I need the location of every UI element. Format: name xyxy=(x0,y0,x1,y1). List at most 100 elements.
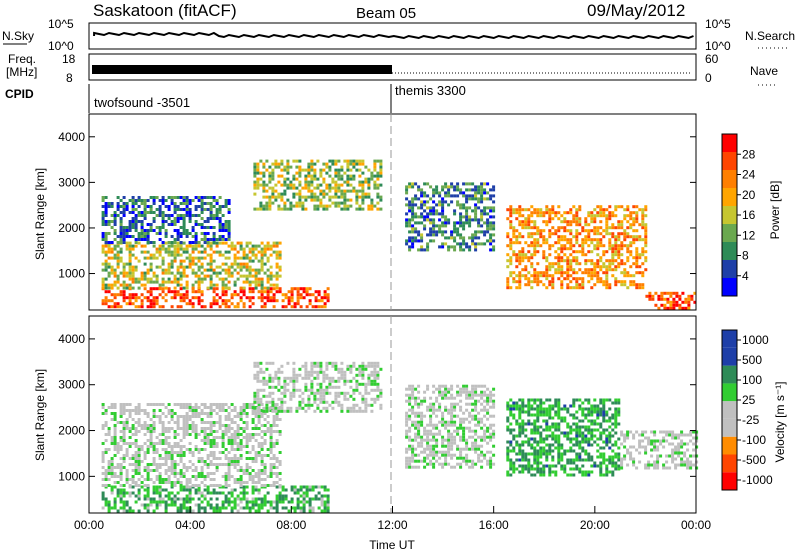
heatmap-cell xyxy=(492,224,496,228)
heatmap-cell xyxy=(146,494,150,498)
heatmap-cell xyxy=(307,370,311,374)
heatmap-cell xyxy=(137,199,141,202)
heatmap-cell xyxy=(379,388,383,392)
heatmap-cell xyxy=(265,189,269,193)
heatmap-cell xyxy=(518,434,522,438)
heatmap-cell xyxy=(441,215,445,219)
heatmap-cell xyxy=(209,302,213,306)
heatmap-cell xyxy=(361,159,365,163)
heatmap-cell xyxy=(323,485,327,489)
heatmap-cell xyxy=(251,290,255,294)
heatmap-cell xyxy=(197,302,201,306)
heatmap-cell xyxy=(518,205,522,209)
heatmap-cell xyxy=(149,293,153,297)
heatmap-cell xyxy=(265,400,269,404)
heatmap-cell xyxy=(548,262,552,266)
heatmap-cell xyxy=(663,297,667,301)
heatmap-cell xyxy=(346,189,350,193)
heatmap-cell xyxy=(340,183,344,187)
heatmap-cell xyxy=(337,183,341,187)
heatmap-cell xyxy=(107,262,111,266)
heatmap-cell xyxy=(203,463,207,466)
heatmap-cell xyxy=(587,235,591,239)
heatmap-cell xyxy=(176,220,180,223)
heatmap-cell xyxy=(125,232,129,235)
heatmap-cell xyxy=(364,195,368,199)
heatmap-cell xyxy=(307,180,311,184)
heatmap-cell xyxy=(411,390,415,394)
heatmap-cell xyxy=(444,408,448,412)
heatmap-cell xyxy=(566,262,570,266)
heatmap-cell xyxy=(489,224,493,228)
heatmap-cell xyxy=(152,457,156,460)
heatmap-cell xyxy=(468,429,472,433)
heatmap-cell xyxy=(358,207,362,211)
heatmap-cell xyxy=(257,442,261,445)
heatmap-cell xyxy=(376,376,380,380)
heatmap-cell xyxy=(340,192,344,196)
heatmap-cell xyxy=(263,442,267,445)
heatmap-cell xyxy=(307,388,311,392)
heatmap-cell xyxy=(188,403,192,406)
heatmap-cell xyxy=(113,427,117,430)
heatmap-cell xyxy=(444,185,448,189)
heatmap-cell xyxy=(557,271,561,275)
heatmap-cell xyxy=(206,472,210,475)
heatmap-cell xyxy=(260,430,264,433)
heatmap-cell xyxy=(554,271,558,275)
heatmap-cell xyxy=(113,232,117,235)
heatmap-cell xyxy=(530,244,534,248)
heatmap-cell xyxy=(337,400,341,404)
heatmap-cell xyxy=(453,396,457,400)
heatmap-cell xyxy=(551,262,555,266)
heatmap-cell xyxy=(254,244,258,248)
heatmap-cell xyxy=(161,290,165,294)
heatmap-cell xyxy=(170,259,174,263)
heatmap-cell xyxy=(161,262,165,266)
heatmap-cell xyxy=(269,299,273,303)
heatmap-cell xyxy=(326,287,330,291)
heatmap-cell xyxy=(444,456,448,460)
heatmap-cell xyxy=(260,265,264,269)
heatmap-cell xyxy=(194,415,198,418)
heatmap-cell xyxy=(236,427,240,430)
heatmap-cell xyxy=(113,485,117,489)
freq-unit-label: [MHz] xyxy=(6,65,37,79)
heatmap-cell xyxy=(116,421,120,424)
heatmap-cell xyxy=(468,411,472,415)
heatmap-cell xyxy=(483,423,487,427)
heatmap-cell xyxy=(188,299,192,303)
heatmap-cell xyxy=(179,241,183,244)
heatmap-cell xyxy=(575,250,579,254)
heatmap-cell xyxy=(581,277,585,281)
heatmap-cell xyxy=(575,223,579,227)
heatmap-cell xyxy=(295,201,299,205)
heatmap-cell xyxy=(248,478,252,481)
heatmap-cell xyxy=(408,426,412,430)
heatmap-cell xyxy=(417,453,421,457)
heatmap-cell xyxy=(197,265,201,269)
heatmap-cell xyxy=(200,238,204,241)
heatmap-cell xyxy=(298,403,302,407)
heatmap-cell xyxy=(179,503,183,507)
heatmap-cell xyxy=(506,244,510,248)
heatmap-cell xyxy=(432,411,436,415)
heatmap-cell xyxy=(125,454,129,457)
heatmap-cell xyxy=(405,399,409,403)
heatmap-cell xyxy=(290,506,294,510)
heatmap-cell xyxy=(590,271,594,275)
heatmap-cell xyxy=(119,283,123,287)
heatmap-cell xyxy=(137,457,141,460)
heatmap-cell xyxy=(233,478,237,481)
heatmap-cell xyxy=(185,232,189,235)
heatmap-cell xyxy=(313,394,317,398)
heatmap-cell xyxy=(471,197,475,201)
heatmap-cell xyxy=(340,409,344,413)
heatmap-cell xyxy=(215,265,219,269)
heatmap-cell xyxy=(170,235,174,238)
heatmap-cell xyxy=(173,463,177,466)
heatmap-cell xyxy=(152,497,156,501)
heatmap-cell xyxy=(263,430,267,433)
heatmap-cell xyxy=(125,478,129,481)
heatmap-cell xyxy=(420,203,424,207)
